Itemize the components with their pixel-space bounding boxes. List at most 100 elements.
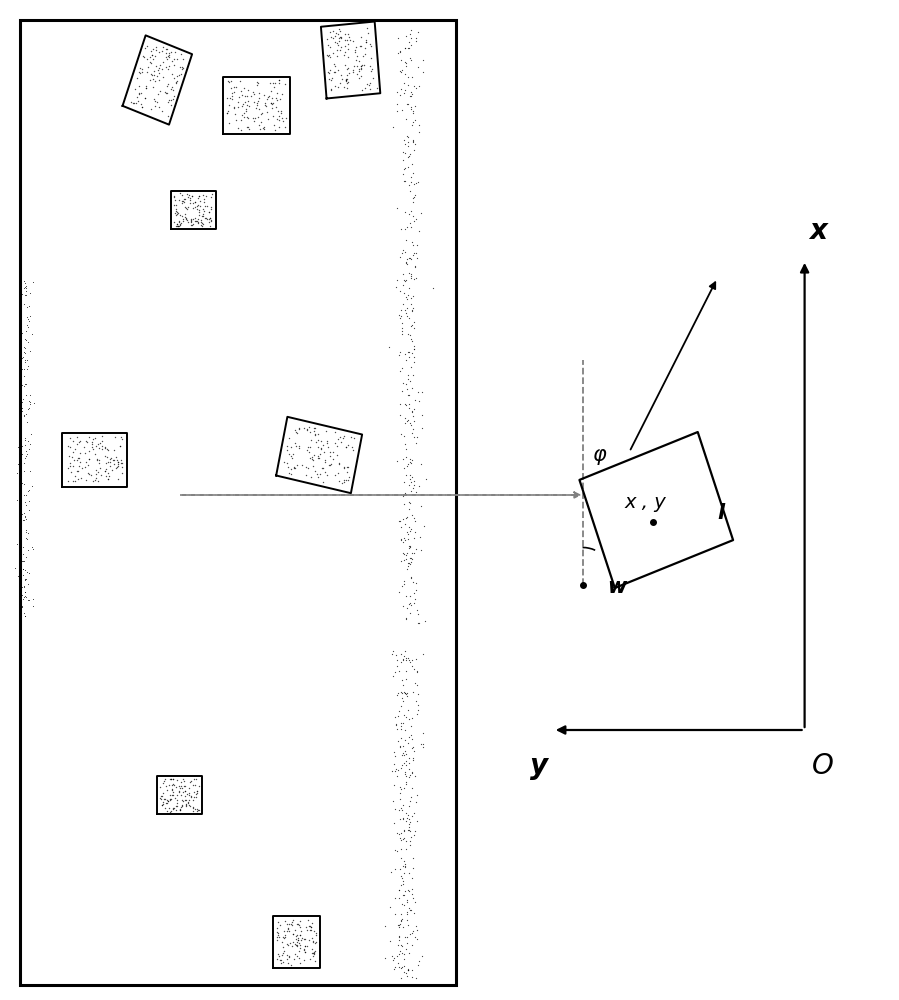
Point bbox=[21, 358, 35, 374]
Point bbox=[405, 752, 420, 768]
Point bbox=[92, 452, 106, 468]
Point bbox=[403, 88, 417, 104]
Point bbox=[405, 132, 420, 148]
Point bbox=[139, 38, 154, 54]
Point bbox=[165, 91, 180, 107]
Point bbox=[18, 608, 32, 624]
Point bbox=[410, 813, 424, 829]
Point bbox=[61, 460, 76, 476]
Point bbox=[202, 218, 217, 234]
Point bbox=[336, 79, 351, 95]
Point bbox=[392, 882, 406, 898]
Point bbox=[153, 790, 167, 806]
Point bbox=[392, 347, 406, 363]
Point bbox=[397, 436, 412, 452]
Point bbox=[103, 451, 118, 467]
Point bbox=[13, 583, 27, 599]
Point bbox=[165, 92, 179, 108]
Point bbox=[240, 119, 254, 135]
Point bbox=[14, 446, 29, 462]
Point bbox=[238, 94, 253, 110]
Point bbox=[399, 768, 414, 784]
Point bbox=[410, 602, 424, 618]
Point bbox=[161, 793, 175, 809]
Point bbox=[360, 76, 375, 92]
Point bbox=[307, 953, 322, 969]
Point bbox=[70, 452, 85, 468]
Point bbox=[405, 780, 420, 796]
Point bbox=[401, 387, 415, 403]
Point bbox=[196, 187, 210, 203]
Point bbox=[404, 101, 418, 117]
Point bbox=[327, 34, 342, 50]
Point bbox=[170, 206, 184, 222]
Point bbox=[340, 459, 354, 475]
Point bbox=[401, 96, 415, 112]
Point bbox=[327, 64, 342, 80]
Point bbox=[408, 575, 423, 591]
Point bbox=[18, 354, 32, 370]
Point bbox=[271, 927, 285, 943]
Point bbox=[172, 778, 186, 794]
Point bbox=[274, 947, 289, 963]
Point bbox=[105, 452, 120, 468]
Point bbox=[405, 86, 420, 102]
Point bbox=[341, 437, 355, 453]
Point bbox=[358, 40, 372, 56]
Point bbox=[181, 214, 195, 230]
Point bbox=[239, 101, 254, 117]
Point bbox=[173, 802, 187, 818]
Point bbox=[191, 188, 206, 204]
Point bbox=[84, 467, 98, 483]
Point bbox=[123, 94, 138, 110]
Point bbox=[148, 93, 163, 109]
Point bbox=[326, 45, 341, 61]
Point bbox=[401, 367, 415, 383]
Point bbox=[400, 96, 414, 112]
Point bbox=[142, 72, 156, 88]
Point bbox=[171, 218, 185, 234]
Point bbox=[284, 914, 298, 930]
Point bbox=[404, 902, 418, 918]
Point bbox=[386, 643, 400, 659]
Point bbox=[339, 73, 353, 89]
Point bbox=[252, 101, 266, 117]
Point bbox=[388, 748, 403, 764]
Point bbox=[325, 70, 339, 86]
Point bbox=[66, 473, 80, 489]
Point bbox=[293, 919, 307, 935]
Point bbox=[341, 49, 355, 65]
Point bbox=[204, 213, 218, 229]
Point bbox=[190, 783, 204, 799]
Point bbox=[390, 768, 405, 784]
Point bbox=[160, 78, 174, 94]
Point bbox=[399, 272, 414, 288]
Point bbox=[174, 787, 188, 803]
Point bbox=[397, 722, 412, 738]
Point bbox=[396, 552, 411, 568]
Point bbox=[263, 95, 278, 111]
Point bbox=[62, 448, 76, 464]
Point bbox=[399, 757, 414, 773]
Point bbox=[404, 654, 418, 670]
Point bbox=[280, 921, 295, 937]
Point bbox=[332, 30, 346, 46]
Point bbox=[417, 613, 432, 629]
Point bbox=[319, 423, 334, 439]
Point bbox=[304, 919, 318, 935]
Point bbox=[160, 795, 174, 811]
Point bbox=[397, 780, 412, 796]
Point bbox=[275, 929, 289, 945]
Point bbox=[202, 204, 217, 220]
Point bbox=[182, 787, 196, 803]
Point bbox=[321, 37, 335, 53]
Point bbox=[63, 458, 77, 474]
Point bbox=[402, 945, 416, 961]
Point bbox=[18, 584, 32, 600]
Point bbox=[404, 169, 418, 185]
Point bbox=[402, 769, 416, 785]
Point bbox=[194, 214, 209, 230]
Point bbox=[20, 361, 34, 377]
Point bbox=[88, 462, 102, 478]
Point bbox=[9, 536, 23, 552]
